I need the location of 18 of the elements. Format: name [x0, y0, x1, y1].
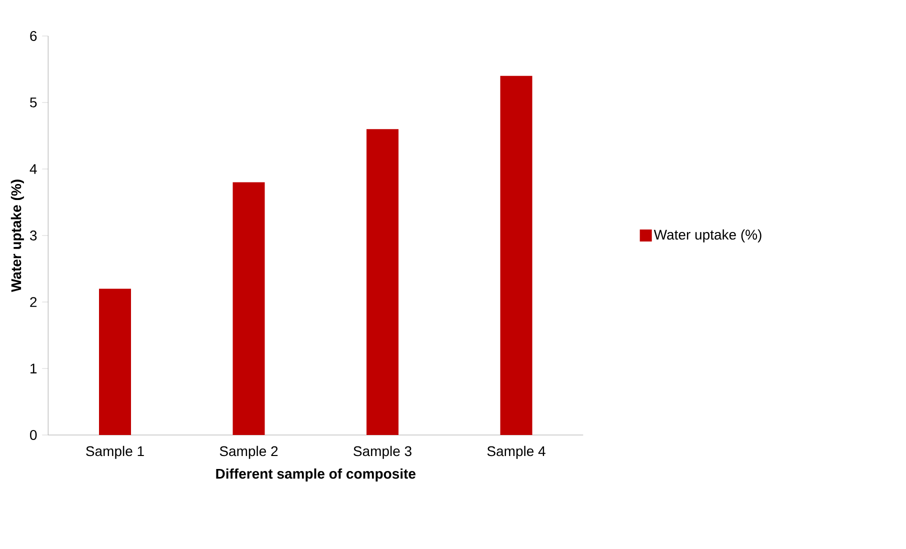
y-tick-label: 5: [30, 98, 37, 108]
x-tick-label: Sample 2: [220, 446, 278, 459]
bar: [500, 76, 532, 435]
y-tick-label: 0: [30, 430, 37, 440]
y-tick-label: 6: [30, 31, 37, 41]
x-tick-label: Sample 4: [487, 446, 546, 459]
y-tick-label: 4: [30, 164, 37, 174]
y-tick-label: 3: [30, 230, 37, 240]
bar: [232, 182, 265, 435]
x-tick-label: Sample 1: [86, 446, 144, 459]
bar: [366, 129, 399, 435]
y-axis-title: Water uptake (%): [10, 180, 24, 292]
y-tick-label: 2: [30, 297, 37, 307]
x-axis-title: Different sample of composite: [216, 468, 416, 482]
legend-label: Water uptake (%): [654, 229, 762, 242]
x-tick-label: Sample 3: [354, 446, 412, 459]
y-tick-label: 1: [30, 364, 37, 374]
bar: [99, 288, 131, 435]
